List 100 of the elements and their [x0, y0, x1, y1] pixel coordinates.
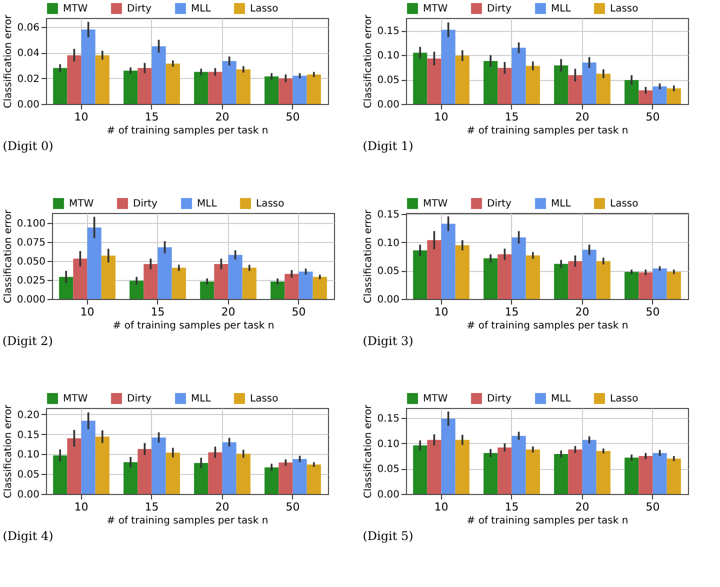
y-tick-label: 0.00 — [17, 490, 40, 500]
bar — [236, 69, 250, 104]
legend-label: Dirty — [487, 198, 512, 210]
bar — [284, 274, 299, 299]
bar — [152, 437, 166, 494]
legend-label: Dirty — [127, 394, 152, 405]
legend-label: MLL — [191, 4, 212, 15]
x-tick-label: 15 — [144, 500, 159, 514]
bar — [208, 452, 222, 494]
y-tick-label: 0.10 — [377, 438, 400, 450]
legend-label: MTW — [63, 394, 88, 405]
bar — [278, 78, 293, 104]
bar — [526, 255, 540, 299]
x-tick-label: 15 — [150, 306, 165, 318]
y-axis-title: Classification error — [363, 14, 374, 108]
y-tick-label: 0.15 — [377, 26, 400, 38]
legend-label: MLL — [551, 4, 572, 15]
legend-label: Dirty — [487, 4, 512, 15]
x-tick-label: 15 — [504, 500, 519, 514]
x-tick-label: 10 — [80, 306, 94, 318]
bar — [666, 272, 681, 299]
x-tick-label: 10 — [434, 500, 448, 514]
bar — [652, 453, 667, 494]
bar — [292, 458, 307, 494]
bar — [568, 75, 582, 104]
y-tick-label: 0.00 — [377, 490, 400, 500]
bar — [138, 449, 152, 494]
bar — [298, 272, 313, 299]
legend-label: MLL — [551, 198, 572, 210]
bar — [124, 70, 138, 104]
text: (Digit 3) — [362, 334, 414, 348]
bar — [166, 452, 180, 494]
bar — [413, 250, 428, 299]
bar — [413, 445, 428, 494]
x-axis-title: # of training samples per task n — [466, 320, 628, 332]
bar — [624, 80, 639, 104]
text: (Digit 0) — [2, 139, 54, 153]
legend-label: MTW — [69, 198, 94, 210]
bar — [312, 276, 327, 299]
bar — [81, 30, 96, 104]
x-tick-label: 15 — [504, 110, 519, 124]
bar — [222, 442, 236, 494]
bar — [596, 261, 610, 299]
y-tick-label: 0.20 — [17, 410, 40, 421]
bar — [67, 438, 82, 494]
bar — [278, 462, 293, 494]
bar — [427, 240, 442, 299]
bar — [638, 456, 653, 494]
legend-label: MTW — [423, 198, 448, 210]
x-tick-label: 50 — [292, 306, 306, 318]
legend-label: MLL — [191, 394, 212, 405]
legend-label: Lasso — [250, 4, 278, 15]
y-tick-label: 0.100 — [16, 218, 46, 230]
y-tick-label: 0.06 — [17, 22, 40, 34]
bar — [59, 276, 74, 299]
bar — [526, 449, 540, 494]
y-tick-label: 0.15 — [377, 210, 400, 221]
y-tick-label: 0.15 — [17, 430, 40, 441]
y-axis-title: Classification error — [363, 404, 374, 498]
bar — [512, 48, 526, 104]
text: (Digit 2) — [2, 334, 53, 348]
bar — [270, 281, 285, 299]
y-tick-label: 0.000 — [16, 294, 46, 306]
bar — [138, 68, 152, 104]
bar — [441, 418, 456, 494]
bar — [498, 254, 512, 299]
bar — [624, 272, 639, 299]
x-axis-title: # of training samples per task n — [466, 126, 628, 136]
y-tick-label: 0.025 — [16, 275, 46, 286]
bar — [498, 447, 512, 494]
y-tick-label: 0.02 — [17, 74, 40, 85]
x-tick-label: 20 — [215, 500, 230, 514]
x-tick-label: 50 — [646, 110, 660, 124]
bar — [152, 46, 166, 104]
y-tick-label: 0.075 — [16, 237, 46, 248]
bar — [455, 245, 470, 299]
bar — [214, 264, 228, 299]
x-tick-label: 50 — [646, 306, 660, 318]
bar — [130, 280, 144, 299]
x-tick-label: 20 — [575, 306, 590, 318]
x-tick-label: 10 — [434, 306, 448, 318]
bar — [596, 74, 610, 104]
bar — [568, 261, 582, 299]
x-tick-label: 50 — [646, 500, 660, 514]
bar — [306, 74, 321, 104]
text: (Digit 5) — [362, 529, 414, 543]
x-tick-label: 15 — [504, 306, 519, 318]
y-tick-label: 0.00 — [377, 294, 400, 306]
bar — [666, 458, 681, 494]
x-tick-label: 50 — [286, 500, 300, 514]
bar — [624, 458, 639, 494]
bar — [441, 224, 456, 299]
bar — [95, 436, 110, 494]
legend-label: MTW — [63, 4, 88, 15]
x-tick-label: 20 — [221, 306, 236, 318]
x-axis-title: # of training samples per task n — [112, 320, 274, 332]
y-tick-label: 0.00 — [377, 100, 400, 110]
legend-label: Lasso — [610, 198, 638, 210]
bar — [554, 454, 568, 494]
bar — [53, 68, 68, 104]
